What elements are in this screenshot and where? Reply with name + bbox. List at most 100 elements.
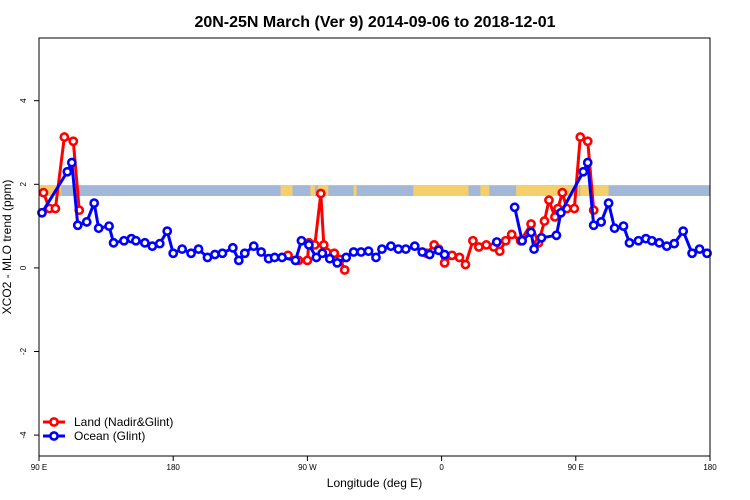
data-point bbox=[468, 235, 478, 246]
data-point bbox=[147, 241, 158, 252]
data-point bbox=[417, 247, 428, 257]
data-point bbox=[654, 237, 665, 248]
land-band-segment bbox=[280, 185, 293, 197]
data-point bbox=[500, 235, 511, 246]
data-point bbox=[139, 237, 150, 248]
data-point bbox=[393, 244, 404, 254]
data-point bbox=[37, 207, 47, 218]
data-point bbox=[68, 136, 79, 147]
y-tick-label: 0 bbox=[19, 265, 28, 270]
x-axis: 90 E 180 90 W 0 90 E 180 bbox=[31, 456, 717, 472]
plot-series bbox=[37, 132, 712, 275]
legend-marker bbox=[49, 431, 59, 441]
data-point bbox=[162, 226, 173, 237]
data-point bbox=[506, 229, 517, 240]
data-point bbox=[596, 217, 607, 227]
data-point bbox=[633, 235, 644, 246]
data-point bbox=[119, 235, 129, 246]
x-tick-label: 90 W bbox=[298, 463, 317, 472]
land-band-segment bbox=[353, 185, 357, 197]
data-point bbox=[177, 244, 188, 254]
data-point bbox=[332, 257, 343, 268]
data-point bbox=[517, 235, 528, 246]
data-point bbox=[424, 249, 435, 260]
data-point bbox=[491, 237, 502, 247]
data-point bbox=[168, 248, 179, 259]
data-point bbox=[233, 255, 244, 266]
data-point bbox=[193, 244, 204, 254]
data-point bbox=[447, 250, 457, 261]
data-point bbox=[687, 248, 698, 259]
data-point bbox=[315, 188, 326, 199]
data-point bbox=[290, 255, 301, 266]
series-line bbox=[40, 161, 446, 265]
data-point bbox=[377, 244, 387, 254]
data-point bbox=[277, 252, 287, 263]
land-band-segment bbox=[516, 185, 579, 197]
data-point bbox=[526, 227, 536, 238]
y-tick-label: 2 bbox=[19, 182, 28, 187]
legend-marker bbox=[49, 417, 59, 427]
data-point bbox=[578, 166, 589, 177]
data-point bbox=[62, 166, 73, 177]
data-point bbox=[318, 240, 329, 250]
y-axis: -4 -2 0 2 4 bbox=[19, 98, 39, 439]
data-point bbox=[363, 246, 374, 257]
data-point bbox=[89, 198, 100, 209]
x-tick-label: 90 E bbox=[568, 463, 584, 472]
data-point bbox=[59, 132, 70, 142]
data-point bbox=[269, 252, 280, 263]
legend-label: Ocean (Glint) bbox=[74, 429, 145, 443]
land-band-segment bbox=[480, 185, 490, 197]
data-point bbox=[186, 248, 196, 259]
data-point bbox=[38, 187, 49, 198]
data-point bbox=[72, 220, 83, 231]
data-point bbox=[356, 247, 366, 257]
data-point bbox=[108, 237, 119, 248]
y-axis-label: XCO2 - MLO trend (ppm) bbox=[0, 180, 14, 315]
data-point bbox=[104, 221, 114, 231]
data-point bbox=[324, 253, 335, 264]
chart-title: 20N-25N March (Ver 9) 2014-09-06 to 2018… bbox=[194, 14, 555, 31]
data-point bbox=[460, 259, 471, 270]
data-point bbox=[210, 249, 220, 260]
data-point bbox=[348, 247, 359, 257]
data-point bbox=[557, 187, 568, 198]
data-point bbox=[702, 248, 712, 259]
x-tick-label: 180 bbox=[703, 463, 717, 472]
data-point bbox=[339, 265, 350, 275]
data-point bbox=[509, 202, 520, 213]
data-point bbox=[317, 248, 328, 259]
ocean-series bbox=[37, 157, 712, 268]
data-point bbox=[50, 203, 61, 214]
x-tick-label: 90 E bbox=[31, 463, 47, 472]
data-point bbox=[551, 230, 562, 241]
data-point bbox=[248, 241, 259, 252]
y-tick-label: 4 bbox=[19, 98, 28, 103]
x-axis-label: Longitude (deg E) bbox=[327, 476, 422, 490]
legend: Land (Nadir&Glint)Ocean (Glint) bbox=[43, 415, 173, 443]
data-point bbox=[526, 219, 536, 229]
data-point bbox=[302, 255, 313, 266]
land-band-segment bbox=[39, 185, 62, 197]
data-point bbox=[618, 221, 629, 231]
data-point bbox=[678, 226, 689, 237]
data-point bbox=[256, 247, 267, 257]
data-point bbox=[227, 242, 238, 253]
x-tick-label: 180 bbox=[167, 463, 181, 472]
land-band-segment bbox=[580, 185, 609, 197]
data-point bbox=[400, 244, 411, 254]
data-point bbox=[609, 223, 620, 234]
data-point bbox=[296, 235, 307, 246]
data-point bbox=[202, 252, 213, 263]
data-point bbox=[93, 223, 104, 234]
data-point bbox=[555, 207, 566, 218]
data-point bbox=[536, 232, 547, 243]
data-point bbox=[582, 136, 593, 147]
land-band-segment bbox=[310, 185, 315, 197]
data-point bbox=[494, 246, 505, 257]
data-point bbox=[371, 252, 381, 263]
data-point bbox=[66, 157, 77, 168]
data-point bbox=[544, 195, 554, 206]
